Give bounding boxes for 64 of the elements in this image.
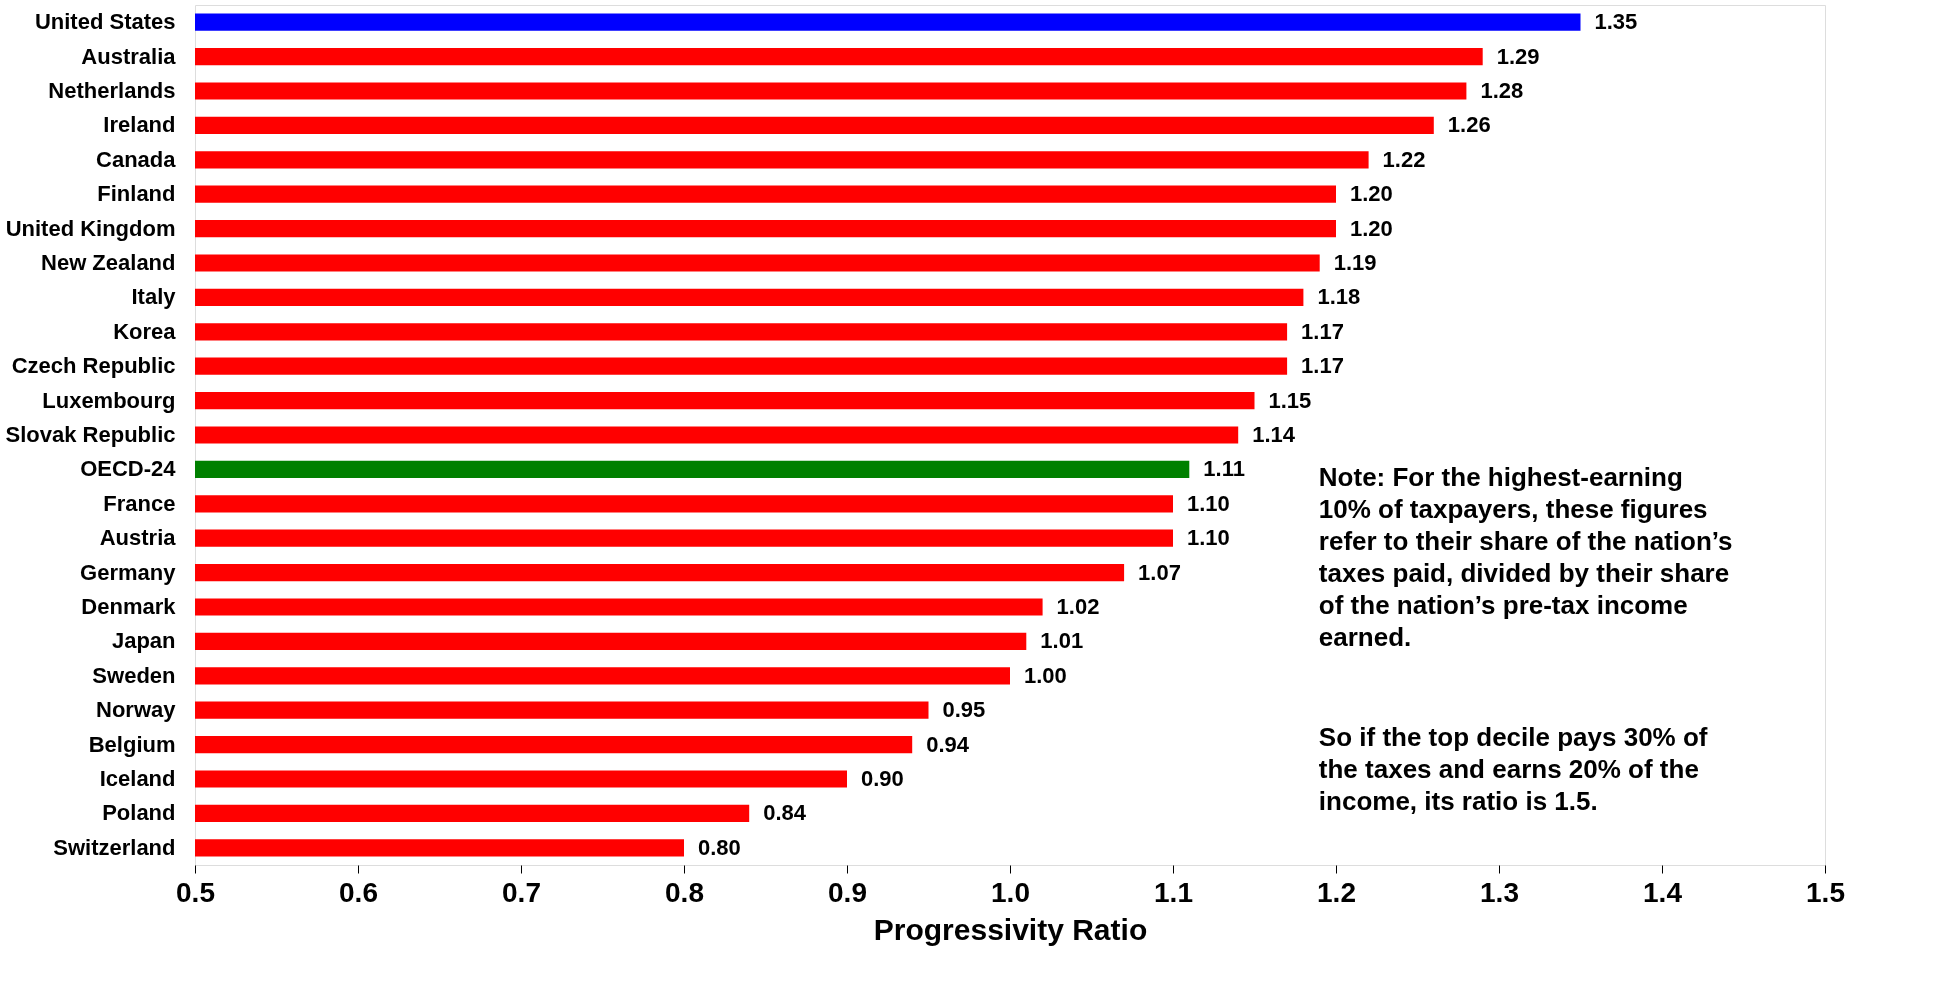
y-tick-label: France — [103, 490, 176, 516]
x-tick-label: 0.9 — [828, 876, 867, 908]
y-tick-label: Ireland — [103, 112, 176, 138]
data-label: 0.84 — [763, 800, 807, 826]
y-tick-label: United Kingdom — [5, 215, 176, 241]
x-tick-label: 0.8 — [665, 876, 704, 908]
y-tick-label: Korea — [113, 318, 177, 344]
y-tick-label: Finland — [97, 181, 176, 207]
data-label: 1.29 — [1496, 43, 1540, 69]
data-label: 1.00 — [1024, 662, 1067, 688]
data-label: 1.20 — [1350, 215, 1393, 241]
data-label: 1.01 — [1040, 628, 1084, 654]
data-label: 1.11 — [1203, 456, 1245, 482]
x-tick-label: 0.5 — [176, 876, 215, 908]
y-tick-label: Canada — [96, 146, 177, 172]
y-tick-label: Belgium — [88, 731, 176, 757]
annotation: Note: For the highest-earning 10% of taxpayers, these figures refer to their share of the nation’s taxes paid, divided by their share of the nation’s pre-tax income earned. — [1318, 462, 1733, 652]
data-label: 1.17 — [1301, 353, 1344, 379]
data-label: 0.94 — [926, 731, 970, 757]
data-label: 1.07 — [1138, 559, 1181, 585]
y-tick-label: New Zealand — [41, 250, 176, 275]
x-tick-label: 1.3 — [1480, 876, 1519, 908]
data-label: 0.95 — [942, 697, 986, 723]
data-label: 1.14 — [1252, 422, 1296, 447]
y-tick-label: Poland — [102, 800, 176, 826]
data-label: 1.17 — [1301, 318, 1344, 344]
y-tick-label: Czech Republic — [11, 353, 176, 379]
y-tick-label: Germany — [80, 559, 177, 585]
y-tick-label: Sweden — [92, 662, 176, 688]
x-tick-label: 1.4 — [1643, 876, 1683, 908]
data-label: 1.35 — [1594, 9, 1638, 35]
data-label: 0.90 — [861, 766, 904, 791]
y-tick-label: United States — [34, 9, 176, 35]
x-axis-title: Progressivity Ratio — [873, 912, 1148, 946]
annotation: So if the top decile pays 30% of the taxes and earns 20% of the income, its ratio is 1.5. — [1318, 722, 1708, 816]
y-tick-label: Iceland — [99, 766, 176, 791]
data-label: 1.22 — [1382, 146, 1426, 172]
x-tick-label: 0.6 — [339, 876, 378, 908]
y-tick-label: OECD-24 — [80, 456, 177, 482]
data-label: 1.26 — [1447, 112, 1491, 138]
data-label: 1.19 — [1333, 250, 1377, 275]
data-label: 1.18 — [1317, 284, 1361, 310]
data-label: 1.02 — [1056, 594, 1100, 619]
data-label: 1.20 — [1350, 181, 1393, 207]
y-tick-label: Netherlands — [48, 78, 176, 103]
x-tick-label: 1.2 — [1317, 876, 1356, 908]
y-tick-label: Japan — [111, 628, 176, 654]
y-tick-label: Austria — [99, 525, 177, 551]
y-tick-label: Denmark — [81, 594, 177, 619]
y-tick-label: Norway — [96, 697, 177, 723]
data-label: 1.15 — [1268, 387, 1312, 413]
x-tick-label: 0.7 — [502, 876, 541, 908]
data-label: 0.80 — [698, 834, 741, 860]
x-tick-label: 1.1 — [1154, 876, 1193, 908]
data-label: 1.10 — [1187, 525, 1230, 551]
y-tick-label: Switzerland — [53, 834, 176, 860]
data-label: 1.28 — [1480, 78, 1524, 103]
y-tick-label: Italy — [131, 284, 177, 310]
y-tick-label: Australia — [81, 43, 177, 69]
data-label: 1.10 — [1187, 490, 1230, 516]
y-tick-label: Slovak Republic — [5, 422, 176, 447]
y-tick-label: Luxembourg — [42, 387, 176, 413]
x-tick-label: 1.0 — [991, 876, 1030, 908]
x-tick-label: 1.5 — [1806, 876, 1845, 908]
